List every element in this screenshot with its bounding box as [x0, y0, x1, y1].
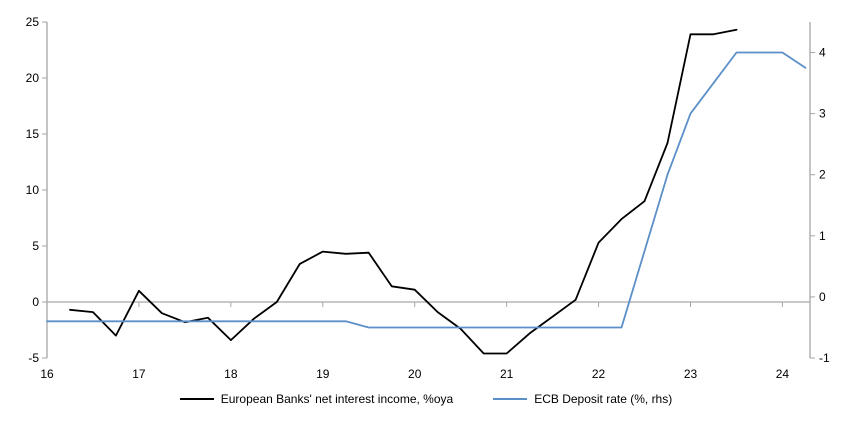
x-axis-tick-label: 16 [40, 367, 54, 381]
x-axis-tick-label: 21 [500, 367, 514, 381]
left-axis-tick-label: -5 [28, 351, 39, 365]
right-axis-tick-label: 3 [819, 107, 826, 121]
x-axis-tick-label: 24 [776, 367, 790, 381]
right-axis-tick-label: 1 [819, 229, 826, 243]
right-axis-tick-label: -1 [819, 351, 830, 365]
left-axis-tick-label: 10 [26, 183, 40, 197]
x-axis-tick-label: 23 [684, 367, 698, 381]
left-axis-tick-label: 5 [32, 239, 39, 253]
left-axis-tick-label: 0 [32, 295, 39, 309]
right-axis-tick-label: 2 [819, 168, 826, 182]
chart-legend: European Banks' net interest income, %oy… [0, 392, 852, 406]
x-axis-tick-label: 18 [224, 367, 238, 381]
series-line-ecb-deposit-rate [46, 51, 807, 329]
legend-label-ecb-deposit-rate: ECB Deposit rate (%, rhs) [534, 392, 673, 406]
left-axis-tick-label: 15 [26, 127, 40, 141]
x-axis-tick-label: 19 [316, 367, 330, 381]
x-axis-tick-label: 22 [592, 367, 606, 381]
x-axis-tick-label: 20 [408, 367, 422, 381]
right-axis-tick-label: 0 [819, 290, 826, 304]
x-axis-tick-label: 17 [132, 367, 146, 381]
series-line-net-interest-income [69, 28, 738, 355]
left-axis-tick-label: 20 [26, 71, 40, 85]
legend-label-net-interest-income: European Banks' net interest income, %oy… [220, 392, 454, 406]
black-line-swatch-icon [179, 398, 214, 400]
right-axis-tick-label: 4 [819, 46, 826, 60]
left-axis-tick-label: 25 [26, 15, 40, 29]
legend-item-net-interest-income: European Banks' net interest income, %oy… [179, 392, 454, 406]
blue-line-swatch-icon [493, 398, 528, 400]
legend-item-ecb-deposit-rate: ECB Deposit rate (%, rhs) [493, 392, 672, 406]
